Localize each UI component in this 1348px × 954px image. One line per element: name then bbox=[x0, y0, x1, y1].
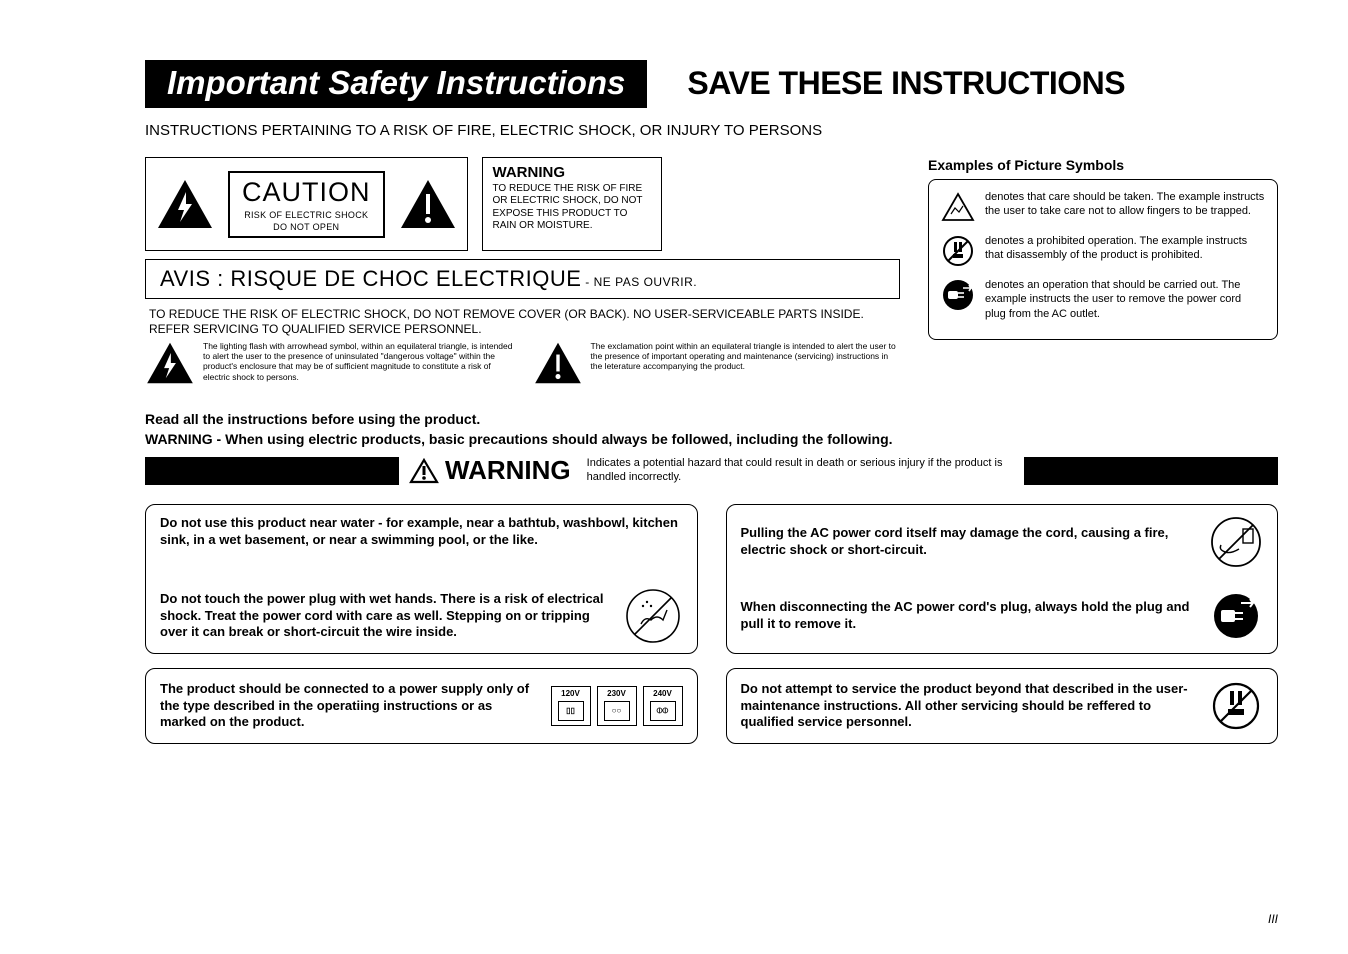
header-row: Important Safety Instructions SAVE THESE… bbox=[145, 60, 1278, 108]
voltage-120: 120V ▯▯ bbox=[551, 686, 591, 726]
unplug-action-icon bbox=[941, 278, 975, 312]
panel-text-hold-plug: When disconnecting the AC power cord's p… bbox=[741, 599, 1196, 633]
warning-moisture-box: WARNING TO REDUCE THE RISK OF FIRE OR EL… bbox=[482, 157, 662, 251]
panel-ac-cord: Pulling the AC power cord itself may dam… bbox=[726, 504, 1279, 654]
warning-outline-triangle-icon bbox=[409, 458, 439, 484]
warning-moisture-body: TO REDUCE THE RISK OF FIRE OR ELECTRIC S… bbox=[493, 183, 651, 233]
example-text-3: denotes an operation that should be carr… bbox=[985, 278, 1265, 321]
shock-triangle-small-icon bbox=[145, 341, 195, 385]
exclamation-triangle-small-icon bbox=[533, 341, 583, 385]
avis-box: AVIS : RISQUE DE CHOC ELECTRIQUE - NE PA… bbox=[145, 259, 900, 299]
voltage-240-label: 240V bbox=[653, 689, 672, 699]
save-title: SAVE THESE INSTRUCTIONS bbox=[687, 65, 1125, 102]
examples-title: Examples of Picture Symbols bbox=[928, 157, 1278, 173]
caution-sub2: DO NOT OPEN bbox=[242, 222, 371, 232]
service-text: TO REDUCE THE RISK OF ELECTRIC SHOCK, DO… bbox=[149, 307, 896, 337]
read-all-text: Read all the instructions before using t… bbox=[145, 411, 1278, 427]
avis-main: AVIS : RISQUE DE CHOC ELECTRIQUE bbox=[160, 266, 581, 291]
bolt-explain-text: The lighting flash with arrowhead symbol… bbox=[203, 341, 513, 385]
excl-explain-text: The exclamation point within an equilate… bbox=[591, 341, 901, 385]
caution-label: CAUTION bbox=[242, 177, 371, 208]
warning-moisture-title: WARNING bbox=[493, 164, 651, 183]
care-triangle-icon bbox=[941, 190, 975, 224]
warning-desc: Indicates a potential hazard that could … bbox=[587, 457, 1024, 485]
caution-sub1: RISK OF ELECTRIC SHOCK bbox=[242, 210, 371, 220]
voltage-120-label: 120V bbox=[561, 689, 580, 699]
example-text-1: denotes that care should be taken. The e… bbox=[985, 190, 1265, 224]
no-pull-cord-icon bbox=[1209, 515, 1263, 569]
voltage-230: 230V ○○ bbox=[597, 686, 637, 726]
main-title: Important Safety Instructions bbox=[145, 60, 647, 108]
examples-box: denotes that care should be taken. The e… bbox=[928, 179, 1278, 340]
panel-service: Do not attempt to service the product be… bbox=[726, 668, 1279, 744]
panel-power-supply: The product should be connected to a pow… bbox=[145, 668, 698, 744]
voltage-230-label: 230V bbox=[607, 689, 626, 699]
warning-band: WARNING Indicates a potential hazard tha… bbox=[145, 455, 1278, 486]
warning-follow-text: WARNING - When using electric products, … bbox=[145, 431, 1278, 447]
shock-triangle-icon bbox=[156, 178, 214, 230]
unplug-action-large-icon bbox=[1209, 589, 1263, 643]
prohibited-disassembly-icon bbox=[941, 234, 975, 268]
panel-text-service: Do not attempt to service the product be… bbox=[741, 681, 1196, 732]
panel-text-water: Do not use this product near water - for… bbox=[160, 515, 683, 549]
black-bar-left bbox=[145, 457, 399, 485]
panel-water-wet-hands: Do not use this product near water - for… bbox=[145, 504, 698, 654]
no-disassembly-large-icon bbox=[1209, 679, 1263, 733]
warning-label: WARNING bbox=[409, 455, 571, 486]
exclamation-triangle-icon bbox=[399, 178, 457, 230]
subheading: INSTRUCTIONS PERTAINING TO A RISK OF FIR… bbox=[145, 122, 1278, 139]
avis-sub: - NE PAS OUVRIR. bbox=[581, 275, 697, 289]
caution-box: CAUTION RISK OF ELECTRIC SHOCK DO NOT OP… bbox=[145, 157, 468, 251]
panel-text-pull-cord: Pulling the AC power cord itself may dam… bbox=[741, 525, 1196, 559]
voltage-group: 120V ▯▯ 230V ○○ 240V ⦶⦶ bbox=[551, 686, 683, 726]
voltage-240: 240V ⦶⦶ bbox=[643, 686, 683, 726]
panel-text-power-supply: The product should be connected to a pow… bbox=[160, 681, 537, 732]
example-text-2: denotes a prohibited operation. The exam… bbox=[985, 234, 1265, 268]
panel-text-wet-hands: Do not touch the power plug with wet han… bbox=[160, 591, 609, 642]
caution-center: CAUTION RISK OF ELECTRIC SHOCK DO NOT OP… bbox=[228, 171, 385, 238]
black-bar-right bbox=[1024, 457, 1278, 485]
page-number: III bbox=[1268, 912, 1278, 926]
wet-hand-plug-icon bbox=[623, 589, 683, 643]
warning-label-text: WARNING bbox=[445, 455, 571, 486]
